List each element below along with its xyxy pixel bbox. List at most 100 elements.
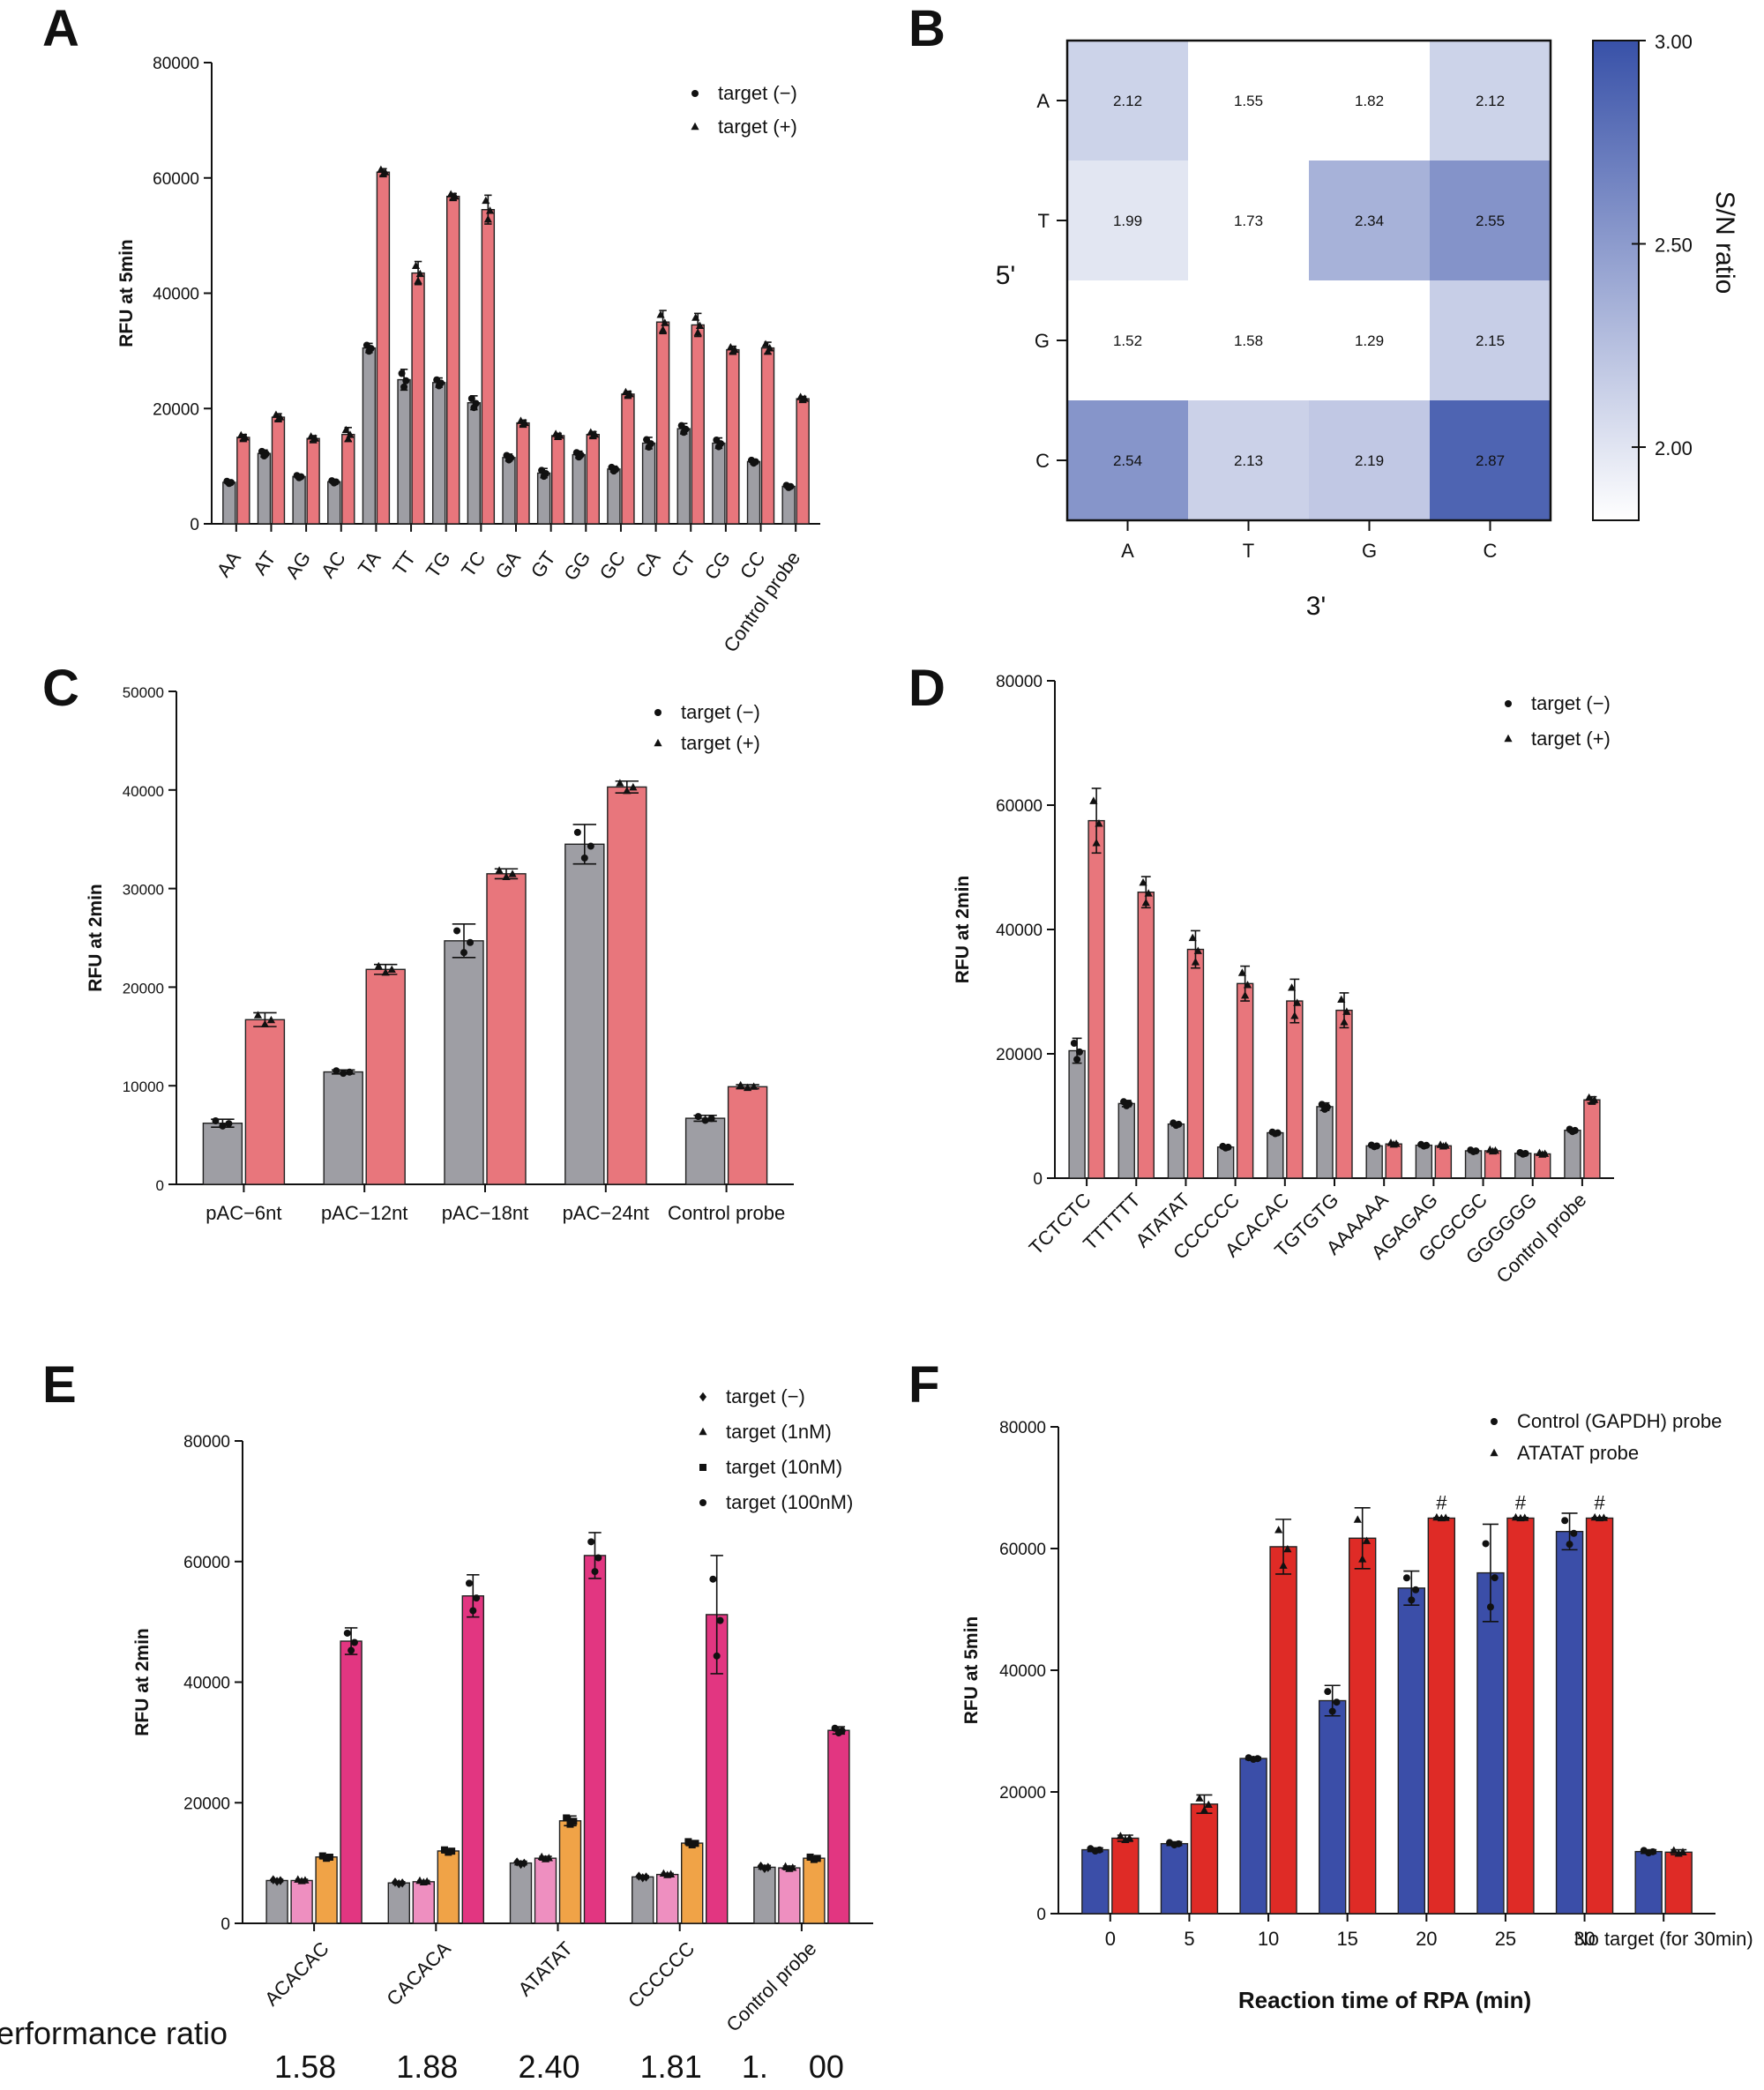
bar xyxy=(727,1086,768,1185)
y-tick-label: 10000 xyxy=(123,1079,164,1095)
bar xyxy=(412,1881,435,1924)
bar xyxy=(1236,982,1254,1179)
colorbar xyxy=(1592,40,1640,521)
bar xyxy=(641,442,656,525)
data-point xyxy=(483,214,492,223)
data-point xyxy=(1287,983,1297,991)
bar xyxy=(340,1640,363,1924)
data-point xyxy=(1645,1849,1653,1857)
bar xyxy=(1585,1517,1614,1915)
data-point xyxy=(1362,1536,1372,1544)
legend-label: ATATAT probe xyxy=(1517,1442,1639,1464)
legend-label: target (+) xyxy=(1531,728,1611,750)
panel-a: A 0 20000 40000 60000 80000 RFU at 5min AA AT AG A… xyxy=(42,0,820,656)
data-point xyxy=(1342,1007,1351,1015)
bar xyxy=(432,382,446,525)
x-tick-label: AA xyxy=(213,547,245,581)
y-tick-label: 50000 xyxy=(123,684,164,701)
x-tick-label: 0 xyxy=(1105,1928,1116,1950)
data-point xyxy=(1237,968,1246,976)
data-point xyxy=(744,1083,752,1092)
bar xyxy=(1316,1106,1334,1179)
legend-marker xyxy=(691,90,699,97)
x-tick-label: 25 xyxy=(1495,1928,1516,1950)
cell-value: 2.55 xyxy=(1476,213,1505,229)
heatmap-cell xyxy=(1067,280,1188,400)
x-tick-label: G xyxy=(1362,540,1377,562)
legend-marker xyxy=(699,1427,707,1436)
data-point xyxy=(729,347,737,355)
data-point xyxy=(309,436,318,444)
panel-letter: F xyxy=(908,1356,939,1414)
data-point xyxy=(330,479,338,487)
panel-letter: D xyxy=(908,660,946,717)
data-point xyxy=(1250,1756,1258,1764)
data-point xyxy=(661,318,669,326)
heatmap-cell xyxy=(1188,280,1309,400)
data-point xyxy=(1588,1097,1596,1105)
legend-label: target (+) xyxy=(681,732,760,754)
bar xyxy=(1117,1102,1135,1179)
bar xyxy=(781,485,796,525)
data-point xyxy=(707,1115,715,1123)
bar xyxy=(1167,1123,1185,1179)
heatmap-cell xyxy=(1309,41,1430,160)
x-tick-label: GG xyxy=(559,548,594,585)
cell-value: 1.73 xyxy=(1234,213,1263,229)
legend-marker xyxy=(699,1464,706,1471)
data-point xyxy=(688,1840,696,1848)
y-axis-label: RFU at 2min xyxy=(132,1628,153,1736)
bar xyxy=(778,1867,801,1924)
data-point xyxy=(1089,796,1098,804)
cell-value: 1.29 xyxy=(1355,332,1384,349)
data-point xyxy=(750,459,758,467)
heatmap-cell xyxy=(1067,160,1188,280)
data-point xyxy=(1241,990,1250,999)
x-axis-label: 3' xyxy=(1306,592,1326,621)
bar xyxy=(1434,1145,1453,1179)
bar xyxy=(1365,1145,1383,1179)
data-point xyxy=(680,429,688,437)
panel-f: F 0 20000 40000 60000 80000 RFU at 5min 0 5 10 15 2… xyxy=(908,1356,1753,2013)
data-point xyxy=(1193,946,1202,954)
bar xyxy=(244,1019,286,1185)
data-point xyxy=(419,1877,428,1885)
performance-ratio-value: 1.58 xyxy=(274,2049,336,2085)
x-axis-label: Reaction time of RPA (min) xyxy=(1238,1987,1531,2013)
data-point xyxy=(1595,1513,1604,1522)
significance-annotation: # xyxy=(1594,1492,1605,1514)
data-point xyxy=(750,1082,759,1090)
bar xyxy=(1555,1530,1584,1915)
data-point xyxy=(810,1855,818,1863)
bar xyxy=(1269,1546,1297,1915)
data-point xyxy=(1121,1835,1130,1844)
performance-label: Performance ratio xyxy=(0,2015,228,2051)
data-point xyxy=(1188,933,1197,942)
heatmap-cell xyxy=(1309,400,1430,520)
x-tick-label: CT xyxy=(667,548,699,581)
data-point xyxy=(1353,1515,1362,1523)
data-point xyxy=(1139,877,1147,886)
bar xyxy=(1335,1009,1353,1179)
data-point xyxy=(609,467,617,475)
data-point xyxy=(563,1814,571,1822)
data-point xyxy=(402,377,410,384)
data-point xyxy=(273,414,283,423)
data-point xyxy=(269,1875,277,1885)
data-point xyxy=(1333,1698,1341,1706)
y-tick-label: T xyxy=(1038,210,1050,232)
data-point xyxy=(1519,1150,1527,1158)
data-point xyxy=(239,435,248,443)
data-point xyxy=(341,425,350,434)
y-tick-label: 40000 xyxy=(183,1675,230,1693)
bar xyxy=(1415,1144,1433,1179)
data-point xyxy=(260,452,268,459)
y-tick-label: 40000 xyxy=(999,1662,1046,1681)
x-tick-label: A xyxy=(1121,540,1134,562)
data-point xyxy=(253,1011,263,1019)
x-tick-label: GC xyxy=(595,547,630,583)
data-point xyxy=(350,1638,358,1646)
data-point xyxy=(346,1068,354,1076)
